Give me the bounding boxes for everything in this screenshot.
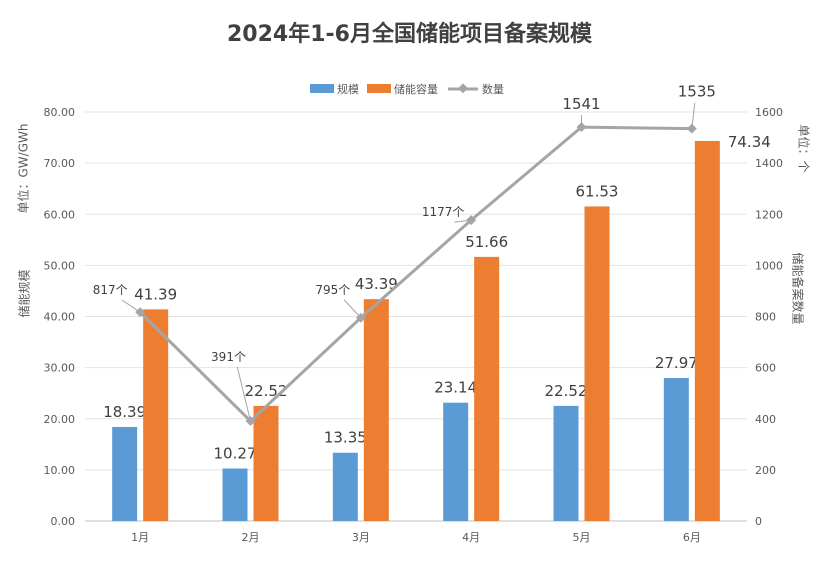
label-leader (343, 299, 362, 319)
legend-swatch-规模 (310, 84, 334, 93)
legend-label: 数量 (482, 83, 504, 96)
legend-label: 规模 (337, 82, 359, 96)
bar-规模 (553, 405, 579, 521)
right-tick-label: 200 (755, 464, 776, 477)
category-label: 1月 (131, 531, 149, 544)
right-tick-label: 800 (755, 311, 776, 324)
bar-规模 (443, 402, 469, 521)
right-tick-label: 600 (755, 362, 776, 375)
legend-swatch-储能容量 (367, 84, 391, 93)
category-label: 3月 (352, 531, 370, 544)
left-tick-label: 10.00 (44, 464, 76, 477)
data-label: 10.27 (214, 444, 257, 462)
category-label: 5月 (573, 531, 591, 544)
line-data-label: 391个 (211, 350, 246, 364)
bar-储能容量 (363, 299, 389, 521)
data-label: 74.34 (728, 133, 771, 151)
data-label: 27.97 (655, 354, 698, 372)
left-tick-label: 50.00 (44, 259, 76, 272)
line-data-label: 1541 (562, 95, 600, 113)
bar-储能容量 (694, 140, 720, 521)
bar-规模 (663, 378, 689, 521)
bar-储能容量 (584, 206, 610, 522)
left-tick-label: 0.00 (51, 515, 76, 528)
data-label: 22.52 (545, 382, 588, 400)
line-data-label: 795个 (315, 283, 350, 297)
right-tick-label: 1400 (755, 157, 783, 170)
bar-储能容量 (143, 309, 169, 521)
left-tick-label: 60.00 (44, 208, 76, 221)
data-label: 13.35 (324, 429, 367, 447)
data-label: 41.39 (134, 285, 177, 303)
legend-label: 储能容量 (394, 82, 438, 96)
label-leader (454, 219, 472, 223)
bar-规模 (112, 426, 138, 521)
legend-marker (458, 83, 468, 94)
line-data-label: 1535 (678, 83, 716, 101)
right-tick-label: 0 (755, 515, 762, 528)
bar-储能容量 (474, 256, 500, 521)
right-tick-label: 1000 (755, 259, 783, 272)
bar-储能容量 (253, 405, 279, 521)
data-label: 51.66 (465, 233, 508, 251)
data-label: 43.39 (355, 275, 398, 293)
category-label: 2月 (242, 531, 260, 544)
left-tick-label: 40.00 (44, 311, 76, 324)
line-data-label: 1177个 (422, 205, 465, 219)
category-label: 6月 (683, 531, 701, 544)
left-tick-label: 70.00 (44, 157, 76, 170)
category-label: 4月 (462, 531, 480, 544)
left-tick-label: 80.00 (44, 106, 76, 119)
left-tick-label: 20.00 (44, 413, 76, 426)
label-leader (236, 366, 251, 422)
label-leader (121, 299, 141, 313)
bar-规模 (222, 468, 248, 521)
data-label: 23.14 (434, 379, 477, 397)
line-数量 (139, 125, 692, 424)
data-label: 18.39 (103, 403, 146, 421)
right-tick-label: 400 (755, 413, 776, 426)
data-label: 61.53 (576, 182, 619, 200)
bar-规模 (332, 452, 358, 521)
label-leader (691, 102, 696, 129)
chart-title: 2024年1-6月全国储能项目备案规模 (227, 22, 592, 47)
right-tick-label: 1600 (755, 106, 783, 119)
line-data-label: 817个 (93, 283, 128, 297)
left-tick-label: 30.00 (44, 362, 76, 375)
right-tick-label: 1200 (755, 208, 783, 221)
